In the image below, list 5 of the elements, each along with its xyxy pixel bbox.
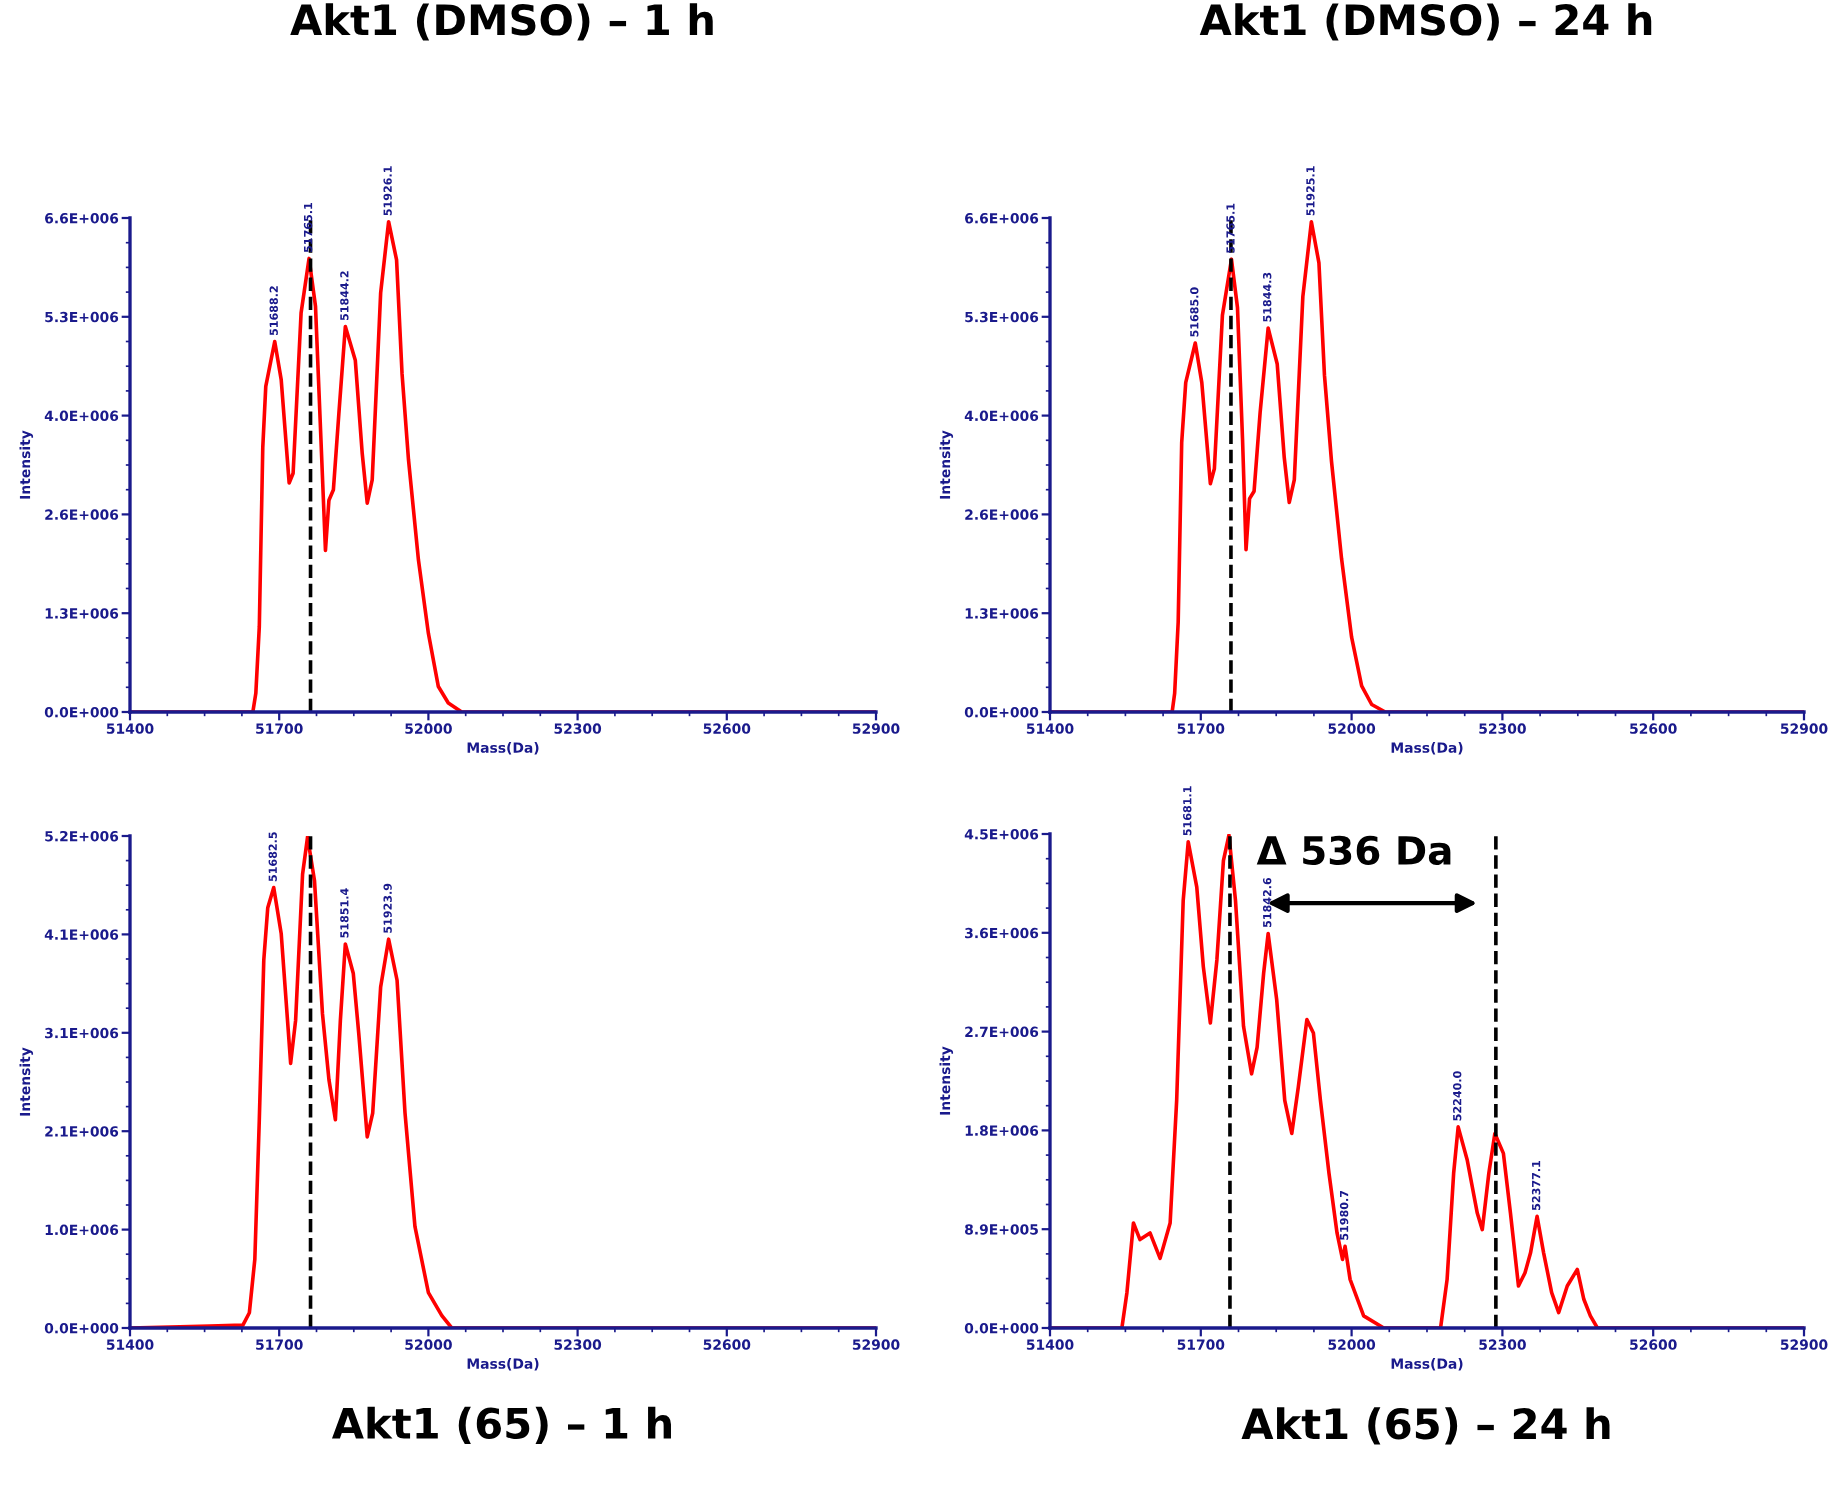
annotation: Δ 536 Da bbox=[1256, 835, 1451, 866]
chart-title: Akt1 (DMSO) – 24 h bbox=[1199, 3, 1652, 41]
text: Akt1 (65) – 1 h bbox=[331, 1406, 671, 1444]
chart-title: Akt1 (DMSO) – 1 h bbox=[290, 3, 713, 41]
text: Akt1 (65) – 24 h bbox=[1241, 1407, 1610, 1445]
